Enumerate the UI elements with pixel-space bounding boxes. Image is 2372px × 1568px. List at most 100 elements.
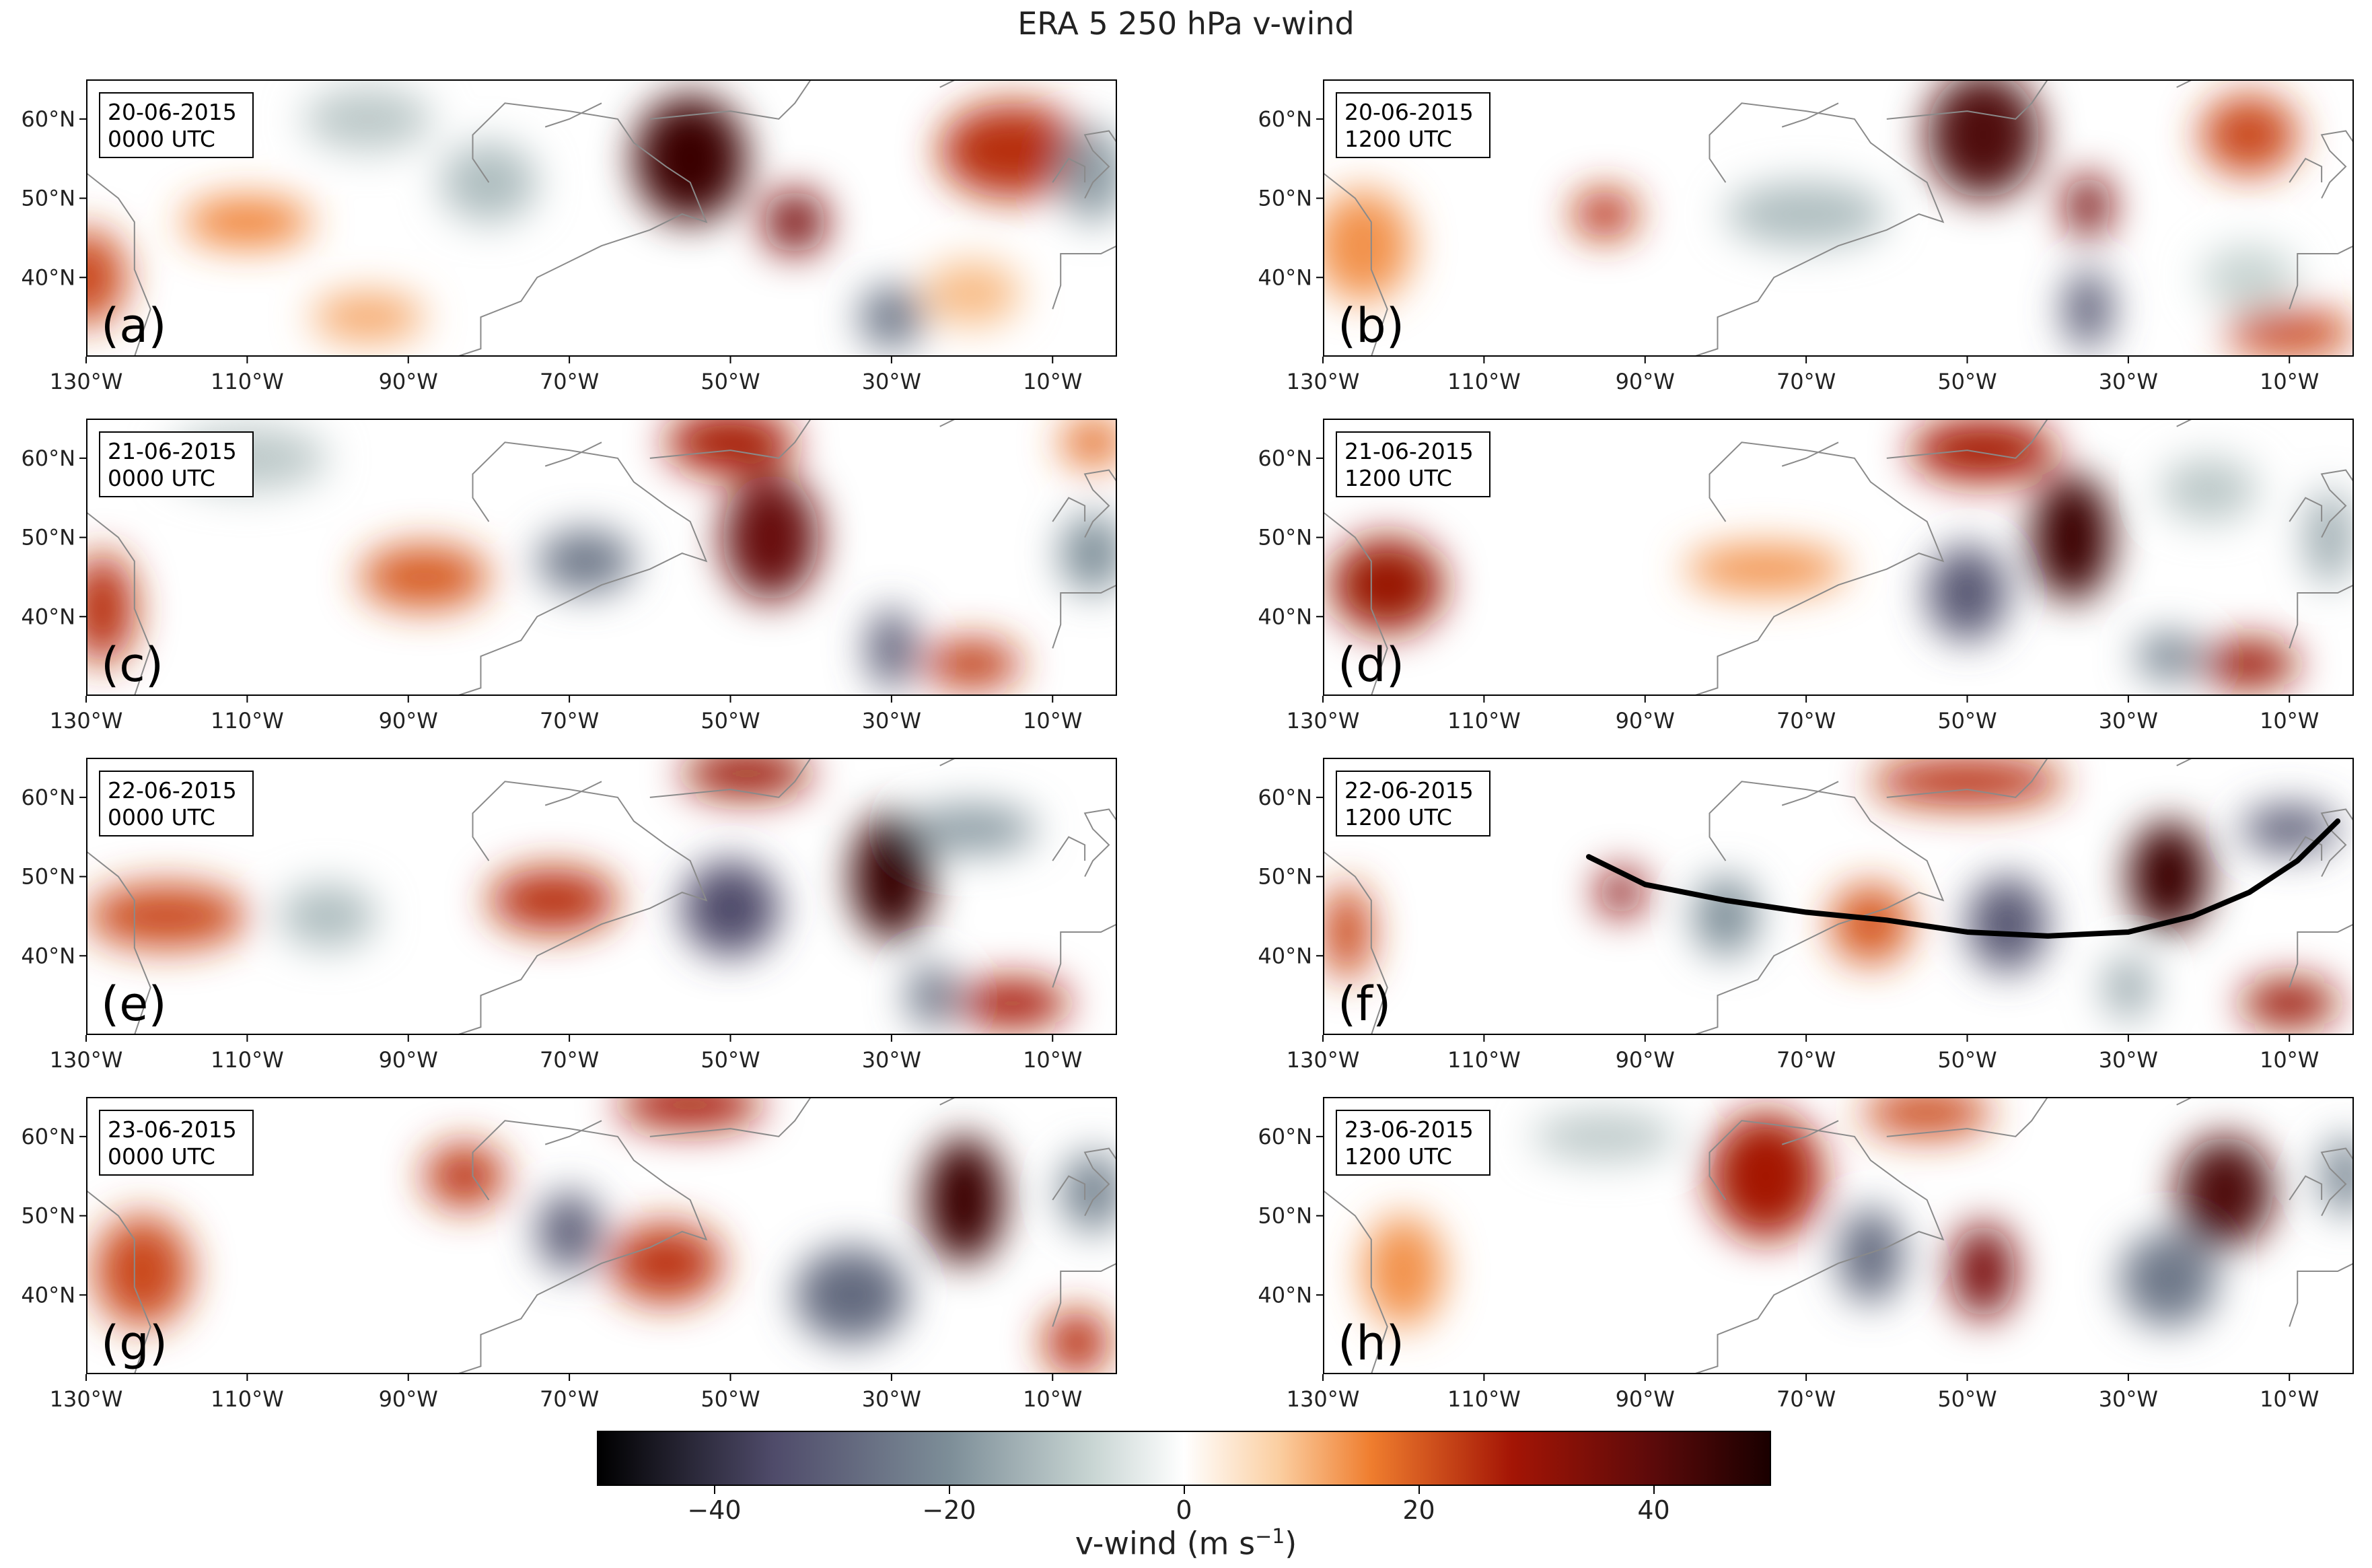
- wind-anomaly: [1363, 1215, 1444, 1327]
- x-tick-label: 70°W: [1776, 708, 1836, 734]
- coastline: [649, 79, 812, 120]
- panel-letter: (g): [101, 1316, 168, 1371]
- x-tick-label: 50°W: [700, 708, 760, 734]
- y-tick-label: 40°N: [1258, 604, 1312, 629]
- x-tick-label: 130°W: [1287, 1047, 1360, 1073]
- panel-letter: (f): [1338, 976, 1391, 1032]
- x-tick-label: 110°W: [211, 708, 284, 734]
- wind-anomaly: [303, 87, 433, 151]
- x-tick-label: 90°W: [379, 1386, 438, 1412]
- wind-anomaly: [279, 884, 376, 948]
- x-tick-label: 30°W: [2099, 1386, 2158, 1412]
- x-tick-label: 90°W: [379, 1047, 438, 1073]
- wind-anomaly: [1330, 537, 1444, 633]
- x-tick-label: 70°W: [1776, 1386, 1836, 1412]
- wind-anomaly: [1532, 1112, 1678, 1161]
- wind-anomaly: [859, 285, 924, 349]
- wind-anomaly: [2160, 458, 2258, 522]
- coastline: [86, 1189, 151, 1374]
- y-tick-label: 40°N: [1258, 1282, 1312, 1308]
- coastline: [649, 758, 812, 798]
- wind-anomaly: [1323, 884, 1371, 980]
- coastline: [2289, 836, 2323, 861]
- wind-anomaly: [1573, 190, 1637, 238]
- panel-time: 1200 UTC: [1344, 126, 1452, 152]
- coastline: [544, 1120, 602, 1145]
- coastline: [939, 419, 1021, 427]
- wind-anomaly: [1323, 190, 1412, 301]
- coastline: [2289, 1175, 2323, 1201]
- coastline: [351, 441, 708, 696]
- coastline: [1781, 1120, 1839, 1145]
- wind-anomaly: [86, 229, 127, 325]
- panel-letter: (h): [1338, 1316, 1404, 1371]
- x-tick-label: 30°W: [862, 708, 921, 734]
- x-tick-label: 30°W: [862, 369, 921, 394]
- wind-anomaly: [939, 103, 1085, 199]
- colorbar: [597, 1431, 1771, 1486]
- y-tick-label: 60°N: [21, 785, 75, 810]
- panel-time: 1200 UTC: [1344, 465, 1452, 491]
- x-tick-label: 50°W: [700, 1047, 760, 1073]
- wind-anomaly: [1951, 1223, 2016, 1319]
- x-tick-label: 110°W: [1447, 1047, 1521, 1073]
- x-tick-label: 50°W: [1937, 1047, 1997, 1073]
- coastline: [1323, 172, 1388, 357]
- wind-anomaly: [795, 1247, 908, 1343]
- x-tick-label: 10°W: [1023, 1386, 1082, 1412]
- figure-title: ERA 5 250 hPa v-wind: [1017, 5, 1355, 42]
- x-tick-label: 110°W: [1447, 1386, 1521, 1412]
- panel-frame: [1323, 758, 2354, 1035]
- wind-anomaly: [2241, 979, 2338, 1028]
- x-tick-label: 130°W: [50, 1047, 123, 1073]
- date-box: [1336, 92, 1490, 158]
- y-tick-label: 40°N: [1258, 943, 1312, 968]
- coastline: [1886, 79, 2049, 120]
- y-tick-label: 50°N: [21, 186, 75, 211]
- wind-anomaly: [537, 529, 634, 593]
- wind-anomaly: [2305, 489, 2354, 585]
- wind-anomaly: [1910, 419, 2056, 483]
- wind-anomaly: [182, 198, 312, 246]
- y-tick-label: 50°N: [1258, 186, 1312, 211]
- wind-anomaly: [2064, 269, 2112, 349]
- panel-time: 0000 UTC: [108, 1143, 215, 1170]
- panel-letter: (e): [101, 976, 167, 1032]
- x-tick-label: 130°W: [50, 708, 123, 734]
- coastline: [86, 850, 151, 1035]
- x-tick-label: 70°W: [540, 1047, 599, 1073]
- x-tick-label: 50°W: [1937, 369, 1997, 394]
- y-tick-label: 60°N: [1258, 1124, 1312, 1149]
- x-tick-label: 10°W: [1023, 1047, 1082, 1073]
- coastline: [939, 79, 1021, 88]
- y-tick-label: 50°N: [1258, 864, 1312, 890]
- coastline: [1323, 1189, 1388, 1374]
- panel-time: 0000 UTC: [108, 126, 215, 152]
- wind-anomaly: [1685, 545, 1846, 593]
- x-tick-label: 90°W: [1616, 369, 1675, 394]
- x-tick-label: 10°W: [2260, 369, 2319, 394]
- x-tick-label: 10°W: [2260, 1386, 2319, 1412]
- coastline: [1052, 497, 1086, 522]
- wind-anomaly: [2120, 1232, 2217, 1327]
- wind-anomaly: [666, 419, 795, 474]
- wind-anomaly: [2104, 956, 2153, 1020]
- wind-anomaly: [1725, 182, 1887, 246]
- panel-time: 1200 UTC: [1344, 1143, 1452, 1170]
- date-box: [99, 1110, 254, 1176]
- trajectory-line: [1585, 818, 2341, 939]
- panel-time: 0000 UTC: [108, 465, 215, 491]
- x-tick-label: 110°W: [1447, 369, 1521, 394]
- wind-anomaly: [956, 979, 1069, 1028]
- x-tick-label: 50°W: [1937, 708, 1997, 734]
- panel-letter: (d): [1338, 637, 1404, 692]
- coastline: [2176, 419, 2258, 427]
- panel-frame: [86, 1097, 1117, 1374]
- wind-anomaly: [1830, 884, 1911, 964]
- wind-anomaly: [682, 758, 812, 797]
- panel-date: 20-06-2015: [108, 99, 237, 125]
